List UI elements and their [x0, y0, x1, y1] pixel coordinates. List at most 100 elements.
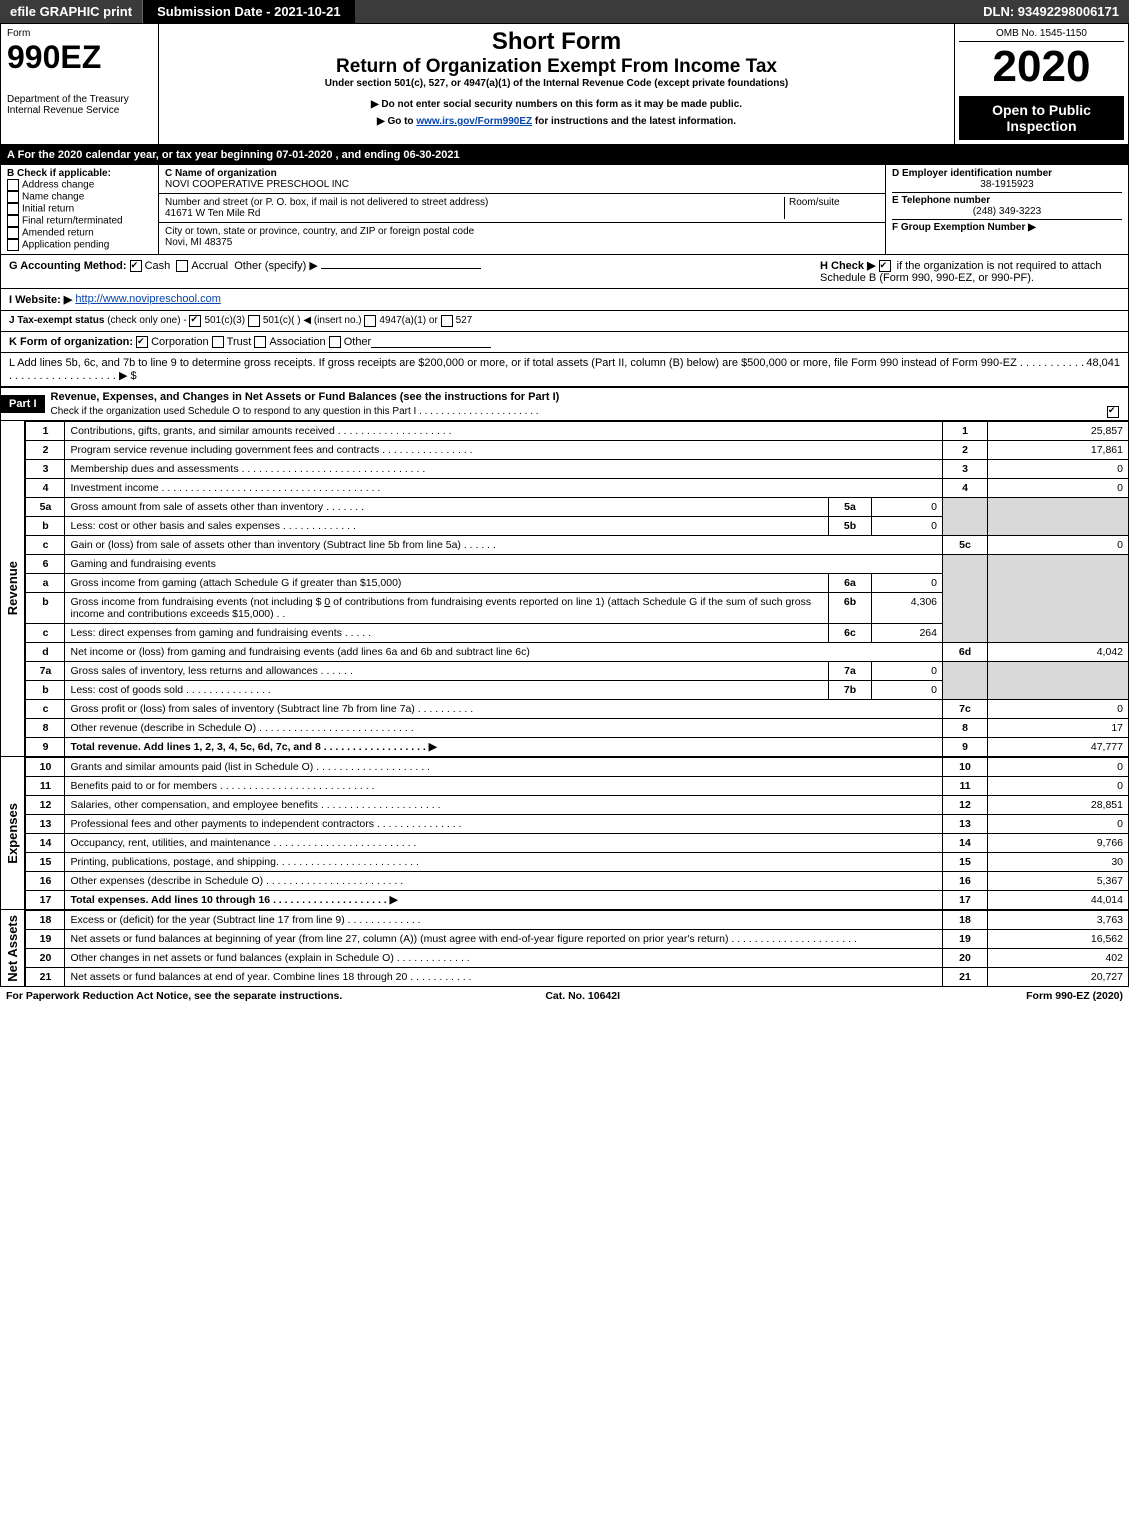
table-row: 10Grants and similar amounts paid (list …	[26, 758, 1129, 777]
room-suite-label: Room/suite	[784, 197, 879, 219]
revenue-vlabel: Revenue	[3, 557, 22, 619]
h-label: H Check ▶	[820, 260, 876, 272]
note-ssn: ▶ Do not enter social security numbers o…	[163, 99, 950, 110]
table-row: 14Occupancy, rent, utilities, and mainte…	[26, 834, 1129, 853]
b-title: B Check if applicable:	[7, 168, 152, 179]
table-row: 8Other revenue (describe in Schedule O) …	[26, 719, 1129, 738]
top-bar: efile GRAPHIC print Submission Date - 20…	[0, 0, 1129, 23]
chk-corporation[interactable]	[136, 336, 148, 348]
table-row: 19Net assets or fund balances at beginni…	[26, 930, 1129, 949]
chk-address-change[interactable]	[7, 179, 19, 191]
chk-501c[interactable]	[248, 315, 260, 327]
ein: 38-1915923	[892, 179, 1122, 190]
chk-527[interactable]	[441, 315, 453, 327]
table-row: 13Professional fees and other payments t…	[26, 815, 1129, 834]
j-label: J Tax-exempt status	[9, 315, 104, 327]
chk-4947[interactable]	[364, 315, 376, 327]
line-i: I Website: ▶ http://www.novipreschool.co…	[0, 289, 1129, 311]
irs-link[interactable]: www.irs.gov/Form990EZ	[416, 116, 532, 127]
section-b: B Check if applicable: Address change Na…	[1, 165, 159, 254]
table-row: 17Total expenses. Add lines 10 through 1…	[26, 891, 1129, 910]
k-label: K Form of organization:	[9, 336, 133, 348]
chk-trust[interactable]	[212, 336, 224, 348]
line-g-h: G Accounting Method: Cash Accrual Other …	[0, 255, 1129, 289]
table-row: 1Contributions, gifts, grants, and simil…	[26, 422, 1129, 441]
c-city-label: City or town, state or province, country…	[165, 226, 879, 237]
table-row: 20Other changes in net assets or fund ba…	[26, 949, 1129, 968]
chk-name-change[interactable]	[7, 191, 19, 203]
chk-application-pending[interactable]	[7, 239, 19, 251]
table-row: 7aGross sales of inventory, less returns…	[26, 662, 1129, 681]
table-row: 16Other expenses (describe in Schedule O…	[26, 872, 1129, 891]
c-name-label: C Name of organization	[165, 168, 879, 179]
table-row: 9Total revenue. Add lines 1, 2, 3, 4, 5c…	[26, 738, 1129, 757]
org-address: 41671 W Ten Mile Rd	[165, 208, 784, 219]
page-footer: For Paperwork Reduction Act Notice, see …	[0, 987, 1129, 1005]
tax-year: 2020	[959, 42, 1124, 92]
chk-accrual[interactable]	[176, 260, 188, 272]
chk-final-return[interactable]	[7, 215, 19, 227]
chk-initial-return[interactable]	[7, 203, 19, 215]
part-i-label: Part I	[1, 395, 45, 413]
line-k: K Form of organization: Corporation Trus…	[0, 332, 1129, 353]
form-number: 990EZ	[7, 39, 152, 76]
part-i-title: Revenue, Expenses, and Changes in Net As…	[45, 388, 1128, 406]
form-label: Form	[7, 28, 152, 39]
dept-treasury: Department of the Treasury	[7, 94, 152, 105]
telephone: (248) 349-3223	[892, 206, 1122, 217]
expenses-table: 10Grants and similar amounts paid (list …	[25, 757, 1129, 910]
line-j: J Tax-exempt status (check only one) - 5…	[0, 311, 1129, 332]
footer-formref: Form 990-EZ (2020)	[1026, 990, 1123, 1002]
netassets-vlabel: Net Assets	[3, 911, 22, 986]
table-row: 5aGross amount from sale of assets other…	[26, 498, 1129, 517]
submission-date: Submission Date - 2021-10-21	[143, 0, 355, 23]
dept-irs: Internal Revenue Service	[7, 105, 152, 116]
chk-cash[interactable]	[130, 260, 142, 272]
l-amount: 48,041	[1086, 357, 1120, 382]
form-header: Form 990EZ Department of the Treasury In…	[0, 23, 1129, 145]
website-link[interactable]: http://www.novipreschool.com	[75, 293, 221, 306]
i-label: I Website: ▶	[9, 293, 72, 306]
table-row: cGross profit or (loss) from sales of in…	[26, 700, 1129, 719]
revenue-table: 1Contributions, gifts, grants, and simil…	[25, 421, 1129, 757]
table-row: 6Gaming and fundraising events	[26, 555, 1129, 574]
part-i-check-text: Check if the organization used Schedule …	[51, 406, 539, 417]
table-row: 21Net assets or fund balances at end of …	[26, 968, 1129, 987]
part-i-header: Part I Revenue, Expenses, and Changes in…	[0, 387, 1129, 421]
expenses-section: Expenses 10Grants and similar amounts pa…	[0, 757, 1129, 910]
l-text: L Add lines 5b, 6c, and 7b to line 9 to …	[9, 357, 1086, 382]
revenue-section: Revenue 1Contributions, gifts, grants, a…	[0, 421, 1129, 757]
subtitle: Under section 501(c), 527, or 4947(a)(1)…	[163, 78, 950, 89]
table-row: 15Printing, publications, postage, and s…	[26, 853, 1129, 872]
chk-amended-return[interactable]	[7, 227, 19, 239]
public-inspection: Open to Public Inspection	[959, 96, 1124, 140]
table-row: cGain or (loss) from sale of assets othe…	[26, 536, 1129, 555]
line-l: L Add lines 5b, 6c, and 7b to line 9 to …	[0, 353, 1129, 387]
section-def: D Employer identification number 38-1915…	[885, 165, 1128, 254]
chk-other-org[interactable]	[329, 336, 341, 348]
line-a: A For the 2020 calendar year, or tax yea…	[0, 145, 1129, 165]
dln: DLN: 93492298006171	[973, 0, 1129, 23]
table-row: dNet income or (loss) from gaming and fu…	[26, 643, 1129, 662]
netassets-table: 18Excess or (deficit) for the year (Subt…	[25, 910, 1129, 987]
omb-number: OMB No. 1545-1150	[959, 28, 1124, 42]
table-row: 2Program service revenue including gover…	[26, 441, 1129, 460]
netassets-section: Net Assets 18Excess or (deficit) for the…	[0, 910, 1129, 987]
note-link: ▶ Go to www.irs.gov/Form990EZ for instru…	[163, 116, 950, 127]
footer-catno: Cat. No. 10642I	[545, 990, 620, 1002]
d-label: D Employer identification number	[892, 168, 1122, 179]
section-c: C Name of organization NOVI COOPERATIVE …	[159, 165, 885, 254]
chk-schedule-b[interactable]	[879, 260, 891, 272]
org-name: NOVI COOPERATIVE PRESCHOOL INC	[165, 179, 879, 190]
entity-block: B Check if applicable: Address change Na…	[0, 165, 1129, 255]
chk-association[interactable]	[254, 336, 266, 348]
f-label: F Group Exemption Number ▶	[892, 219, 1122, 233]
footer-left: For Paperwork Reduction Act Notice, see …	[6, 990, 342, 1002]
table-row: 4Investment income . . . . . . . . . . .…	[26, 479, 1129, 498]
chk-part-i-schedule-o[interactable]	[1107, 406, 1119, 418]
chk-501c3[interactable]	[189, 315, 201, 327]
short-form-title: Short Form	[163, 28, 950, 56]
expenses-vlabel: Expenses	[3, 799, 22, 868]
table-row: 11Benefits paid to or for members . . . …	[26, 777, 1129, 796]
efile-print-button[interactable]: efile GRAPHIC print	[0, 0, 143, 23]
